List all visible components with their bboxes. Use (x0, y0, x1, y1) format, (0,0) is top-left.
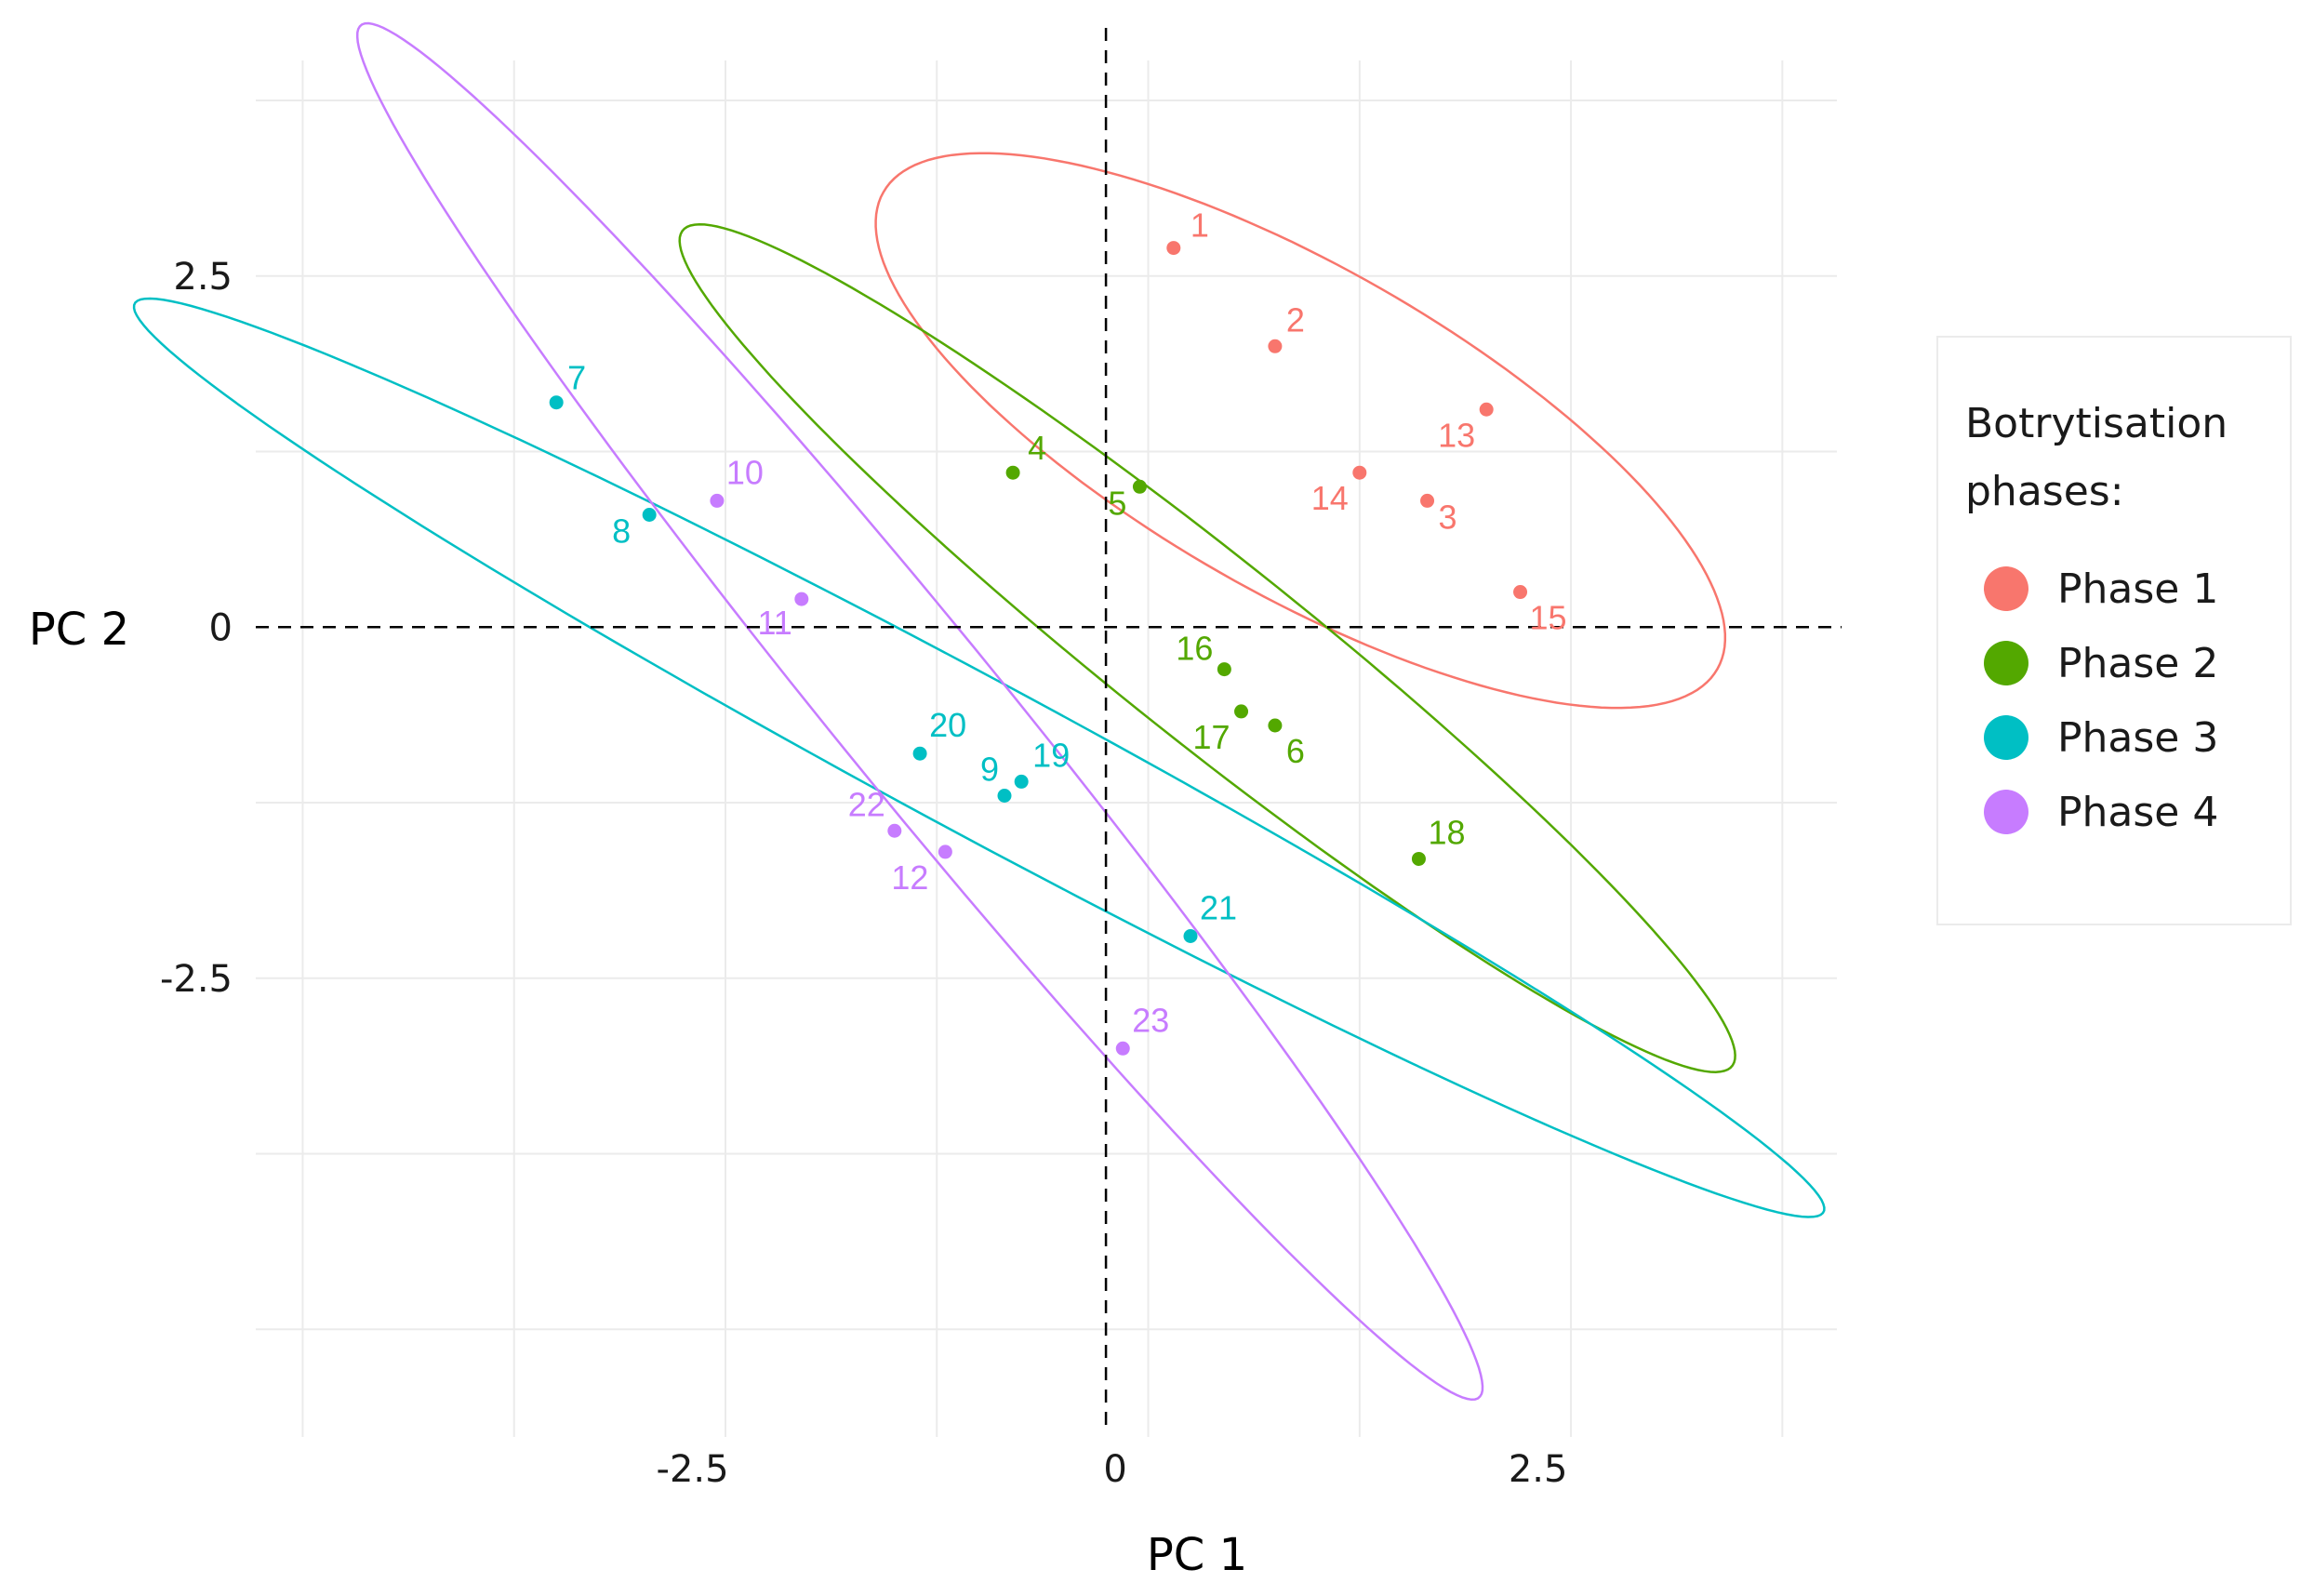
y-tick-label: 2.5 (173, 256, 233, 299)
data-point-23 (1115, 1041, 1130, 1056)
point-label-15: 15 (1530, 599, 1567, 637)
legend-label-phase-2: Phase 2 (2057, 640, 2218, 687)
tick-labels: -2.5 0 2.5 2.5 0 -2.5 (160, 256, 1567, 1491)
legend-key-phase-2 (1984, 641, 2028, 685)
ellipse-phase-3 (132, 297, 1826, 1218)
data-point-18 (1411, 851, 1426, 866)
data-point-17 (1234, 704, 1249, 719)
point-label-19: 19 (1032, 736, 1070, 774)
data-point-22 (887, 823, 902, 838)
data-point-3 (1420, 493, 1435, 508)
y-axis-title: PC 2 (29, 604, 129, 656)
legend-title-line-1: Botrytisation (1965, 400, 2228, 447)
data-point-11 (794, 592, 809, 606)
point-label-23: 23 (1132, 1001, 1169, 1039)
data-point-8 (642, 508, 657, 522)
point-label-5: 5 (1108, 484, 1126, 522)
confidence-ellipses (132, 21, 1826, 1402)
point-label-17: 17 (1192, 718, 1230, 756)
y-tick-label: 0 (209, 606, 233, 649)
legend-key-phase-3 (1984, 715, 2028, 760)
data-point-6 (1268, 718, 1283, 733)
data-point-15 (1513, 585, 1528, 600)
data-point-14 (1352, 465, 1367, 480)
ellipse-phase-1 (874, 152, 1727, 710)
point-label-8: 8 (612, 512, 631, 551)
point-label-6: 6 (1286, 732, 1305, 770)
data-point-9 (997, 789, 1012, 803)
legend-key-phase-4 (1984, 790, 2028, 834)
legend-label-phase-4: Phase 4 (2057, 789, 2218, 836)
point-label-22: 22 (848, 785, 885, 823)
point-label-7: 7 (567, 359, 586, 397)
x-tick-label: 0 (1103, 1448, 1126, 1491)
data-point-5 (1132, 479, 1147, 494)
point-label-16: 16 (1176, 630, 1213, 668)
point-label-21: 21 (1200, 889, 1237, 927)
data-point-13 (1479, 402, 1494, 417)
point-label-20: 20 (929, 706, 966, 744)
point-label-12: 12 (891, 858, 928, 897)
point-label-1: 1 (1190, 206, 1209, 245)
data-point-7 (549, 395, 564, 410)
data-point-10 (710, 493, 725, 508)
x-tick-label: 2.5 (1509, 1448, 1568, 1491)
legend-label-phase-1: Phase 1 (2057, 565, 2218, 613)
data-point-21 (1183, 929, 1198, 943)
data-point-1 (1166, 241, 1181, 256)
data-point-20 (912, 746, 927, 761)
point-label-9: 9 (980, 751, 999, 789)
data-point-16 (1217, 662, 1231, 677)
point-label-3: 3 (1439, 498, 1457, 536)
legend-key-phase-1 (1984, 566, 2028, 611)
legend-label-phase-3: Phase 3 (2057, 714, 2218, 762)
point-label-14: 14 (1311, 479, 1349, 517)
point-label-2: 2 (1286, 300, 1305, 339)
x-axis-title: PC 1 (1147, 1529, 1247, 1581)
grid-lines (256, 60, 1837, 1437)
ellipse-phase-4 (355, 21, 1484, 1402)
point-label-13: 13 (1438, 416, 1475, 454)
point-label-11: 11 (757, 604, 791, 642)
data-point-2 (1268, 339, 1283, 353)
data-point-12 (938, 845, 952, 859)
data-point-19 (1014, 774, 1029, 789)
reference-lines (256, 28, 1842, 1432)
point-label-4: 4 (1028, 429, 1046, 467)
y-tick-label: -2.5 (160, 958, 233, 1001)
point-label-18: 18 (1428, 813, 1465, 851)
point-label-10: 10 (726, 453, 764, 491)
data-point-4 (1005, 465, 1020, 480)
legend-title-line-2: phases: (1965, 468, 2124, 515)
legend-entries: Phase 1 Phase 2 Phase 3 Phase 4 (1984, 565, 2218, 836)
x-tick-label: -2.5 (657, 1448, 729, 1491)
